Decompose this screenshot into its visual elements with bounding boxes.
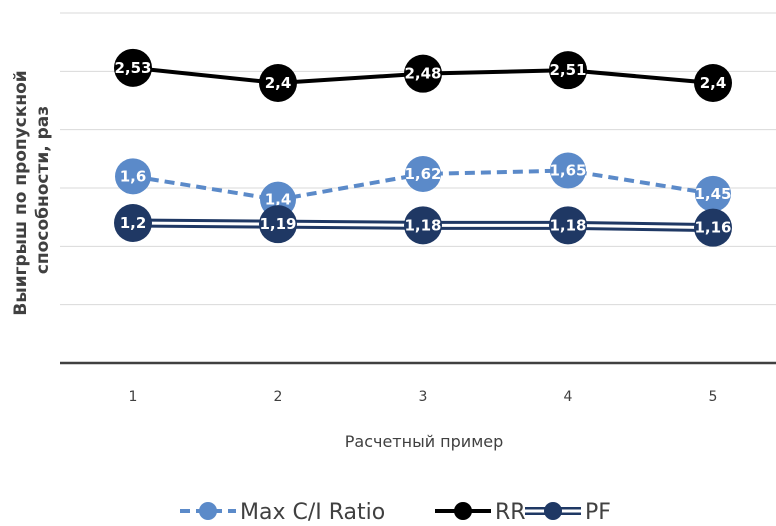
data-point-rr bbox=[694, 64, 732, 102]
data-point-rr bbox=[259, 64, 297, 102]
x-tick-label: 1 bbox=[129, 389, 138, 405]
marker-layer: 1,6 1,4 1,62 1,65 1,45 2,53 2,4 2,48 2,51 2,4 1,2 1… bbox=[114, 48, 732, 247]
data-point-pf bbox=[549, 206, 587, 245]
legend-label-rr: RR bbox=[495, 500, 526, 522]
x-tick-label: 5 bbox=[709, 389, 718, 405]
data-point-pf bbox=[404, 206, 442, 245]
legend-label-max-c-i-ratio: Max C/I Ratio bbox=[240, 500, 385, 522]
data-point-rr bbox=[404, 54, 442, 93]
data-label-pf: 1,18 bbox=[404, 216, 441, 234]
data-point-max-c-i-ratio bbox=[550, 152, 586, 189]
x-tick-label: 4 bbox=[564, 389, 573, 405]
data-label-rr: 2,4 bbox=[265, 74, 292, 92]
data-point-pf bbox=[694, 208, 732, 247]
y-axis-title-line-1: Выигрыш по пропускной bbox=[11, 70, 31, 315]
y-axis-title: Выигрыш по пропускной способности, раз bbox=[11, 64, 53, 315]
x-tick-labels: 1 2 3 4 5 bbox=[129, 389, 718, 405]
data-point-pf bbox=[114, 204, 152, 242]
legend-marker-max-c-i-ratio bbox=[199, 502, 217, 520]
data-label-rr: 2,48 bbox=[404, 65, 441, 83]
data-point-max-c-i-ratio bbox=[695, 175, 731, 212]
data-label-pf: 1,19 bbox=[259, 215, 296, 233]
data-label-max-c-i-ratio: 1,62 bbox=[404, 165, 441, 183]
data-label-pf: 1,16 bbox=[694, 219, 731, 237]
data-label-rr: 2,53 bbox=[114, 59, 151, 77]
data-point-rr bbox=[549, 51, 587, 90]
legend-label-pf: PF bbox=[585, 500, 611, 522]
x-tick-label: 2 bbox=[274, 389, 283, 405]
data-label-max-c-i-ratio: 1,65 bbox=[549, 162, 586, 180]
data-label-rr: 2,4 bbox=[700, 74, 727, 92]
data-label-pf: 1,18 bbox=[549, 216, 586, 234]
y-axis-title-line-2: способности, раз bbox=[33, 106, 53, 274]
data-point-pf bbox=[259, 205, 297, 244]
data-point-max-c-i-ratio bbox=[405, 156, 441, 192]
data-label-pf: 1,2 bbox=[120, 214, 147, 232]
data-point-max-c-i-ratio bbox=[115, 158, 151, 195]
x-tick-label: 3 bbox=[419, 389, 428, 405]
data-label-rr: 2,51 bbox=[549, 61, 586, 79]
data-label-max-c-i-ratio: 1,45 bbox=[694, 185, 731, 203]
legend-marker-rr bbox=[454, 502, 472, 520]
x-axis-title: Расчетный пример bbox=[345, 432, 504, 451]
data-point-rr bbox=[114, 48, 152, 87]
data-label-max-c-i-ratio: 1,6 bbox=[120, 167, 147, 185]
legend: Max C/I Ratio RR PF bbox=[180, 500, 611, 525]
data-label-max-c-i-ratio: 1,4 bbox=[265, 191, 292, 209]
legend-marker-pf bbox=[544, 502, 562, 520]
